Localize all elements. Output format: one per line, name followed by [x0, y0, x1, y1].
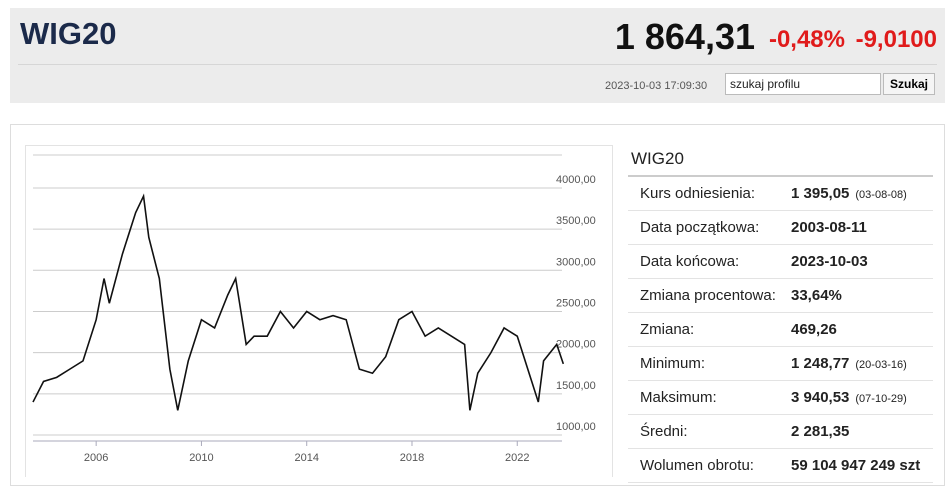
search-button[interactable]: Szukaj — [883, 73, 935, 95]
x-tick-label: 2006 — [84, 452, 108, 464]
stats-row: Zmiana: 469,26 — [628, 313, 933, 347]
y-tick-label: 1000,00 — [556, 421, 596, 433]
change: -9,0100 — [855, 26, 937, 53]
stats-row: Maksimum: 3 940,53 (07-10-29) — [628, 381, 933, 415]
stat-value: 1 395,05 (03-08-08) — [791, 185, 907, 202]
stat-note: (20-03-16) — [855, 359, 907, 371]
stat-value: 2 281,35 — [791, 423, 850, 440]
stats-row: Data początkowa: 2003-08-11 — [628, 211, 933, 245]
price-line — [32, 193, 565, 411]
stats-table: WIG20 Kurs odniesienia: 1 395,05 (03-08-08… — [628, 145, 933, 483]
index-title: WIG20 — [20, 16, 117, 51]
stat-value: 2003-08-11 — [791, 219, 867, 236]
y-tick-label: 1500,00 — [556, 380, 596, 392]
stat-note: (07-10-29) — [855, 393, 907, 405]
timestamp: 2023-10-03 17:09:30 — [605, 80, 708, 92]
stat-label: Wolumen obrotu: — [640, 457, 754, 474]
y-tick-label: 2500,00 — [556, 297, 596, 309]
stat-value: 33,64% — [791, 287, 842, 304]
stat-label: Data końcowa: — [640, 253, 740, 270]
stat-label: Średni: — [640, 423, 688, 440]
stats-row: Kurs odniesienia: 1 395,05 (03-08-08) — [628, 177, 933, 211]
change-percent: -0,48% — [768, 26, 845, 53]
x-tick-label: 2022 — [505, 452, 529, 464]
stats-row: Średni: 2 281,35 — [628, 415, 933, 449]
stat-value: 2023-10-03 — [791, 253, 868, 270]
stats-row: Wolumen obrotu: 59 104 947 249 szt — [628, 449, 933, 483]
stat-label: Zmiana procentowa: — [640, 287, 776, 304]
search-input[interactable]: szukaj profilu — [725, 73, 881, 95]
stat-label: Data początkowa: — [640, 219, 760, 236]
header: WIG20 1 864,31 -0,48% -9,0100 2023-10-03… — [10, 8, 945, 103]
stat-label: Kurs odniesienia: — [640, 185, 756, 202]
stats-title: WIG20 — [628, 145, 933, 177]
stats-row: Minimum: 1 248,77 (20-03-16) — [628, 347, 933, 381]
x-tick-label: 2018 — [400, 452, 424, 464]
chart: 1000,00 1500,00 2000,00 2500,00 3000,00 3500,… — [25, 145, 613, 477]
stat-value: 1 248,77 (20-03-16) — [791, 355, 907, 372]
divider — [18, 64, 937, 65]
x-tick-label: 2010 — [189, 452, 213, 464]
price: 1 864,31 — [614, 16, 755, 57]
stat-value: 469,26 — [791, 321, 837, 338]
stats-row: Data końcowa: 2023-10-03 — [628, 245, 933, 279]
stat-label: Minimum: — [640, 355, 706, 372]
stat-label: Maksimum: — [640, 389, 717, 406]
x-tick-label: 2014 — [294, 452, 318, 464]
stat-label: Zmiana: — [640, 321, 695, 338]
y-tick-label: 3500,00 — [556, 215, 596, 227]
stat-value: 3 940,53 (07-10-29) — [791, 389, 907, 406]
y-tick-label: 2000,00 — [556, 339, 596, 351]
stat-note: (03-08-08) — [855, 189, 907, 201]
y-tick-label: 3000,00 — [556, 256, 596, 268]
stats-row: Zmiana procentowa: 33,64% — [628, 279, 933, 313]
stat-value: 59 104 947 249 szt — [791, 457, 921, 474]
chart-frame — [25, 145, 613, 477]
y-tick-label: 4000,00 — [556, 174, 596, 186]
